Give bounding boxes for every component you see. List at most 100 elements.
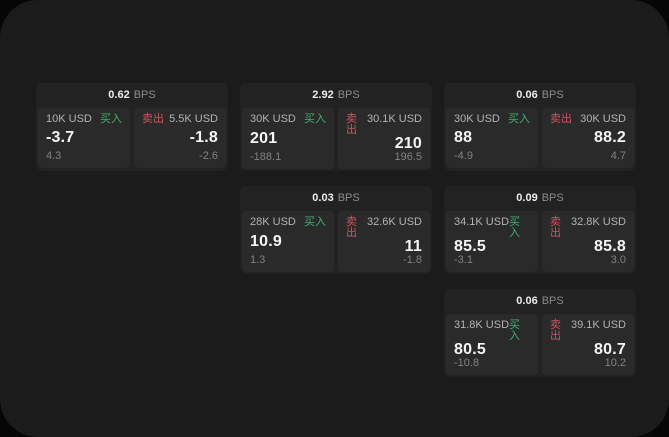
- buy-delta: -3.1: [454, 254, 473, 266]
- buy-delta: 1.3: [250, 254, 266, 266]
- sell-price: 210: [394, 135, 422, 152]
- sell-delta: 10.2: [604, 357, 626, 369]
- sell-tile-header: 卖出 30K USD: [550, 114, 626, 125]
- quote-card: 0.03 BPS 28K USD 买入 10.9 1.3 卖出 32.6K US…: [240, 186, 432, 274]
- buy-side-label: 买入: [508, 113, 530, 125]
- buy-amount: 30K USD: [454, 113, 500, 125]
- quote-card: 0.09 BPS 34.1K USD 买入 85.5 -3.1 卖出 32.8K…: [444, 186, 636, 274]
- quote-card: 0.62 BPS 10K USD 买入 -3.7 4.3 卖出 5.5K USD…: [36, 83, 228, 171]
- sell-side-label: 卖出: [346, 216, 357, 239]
- card-body: 30K USD 买入 88 -4.9 卖出 30K USD 88.2 4.7: [444, 108, 636, 171]
- sell-tile[interactable]: 卖出 32.6K USD 11 -1.8: [338, 211, 430, 272]
- buy-delta: -10.8: [454, 357, 480, 369]
- sell-price: 11: [404, 238, 422, 255]
- quote-card: 0.06 BPS 31.8K USD 买入 80.5 -10.8 卖出 39.1…: [444, 289, 636, 377]
- buy-tile[interactable]: 30K USD 买入 88 -4.9: [446, 108, 538, 168]
- buy-amount: 10K USD: [46, 113, 92, 125]
- buy-price: -3.7: [46, 129, 75, 146]
- card-header: 0.06 BPS: [444, 83, 636, 108]
- buy-price: 10.9: [250, 232, 282, 250]
- buy-amount: 34.1K USD: [454, 216, 510, 228]
- buy-side-label: 买入: [304, 216, 326, 228]
- sell-delta: 3.0: [610, 254, 626, 266]
- buy-tile[interactable]: 28K USD 买入 10.9 1.3: [242, 211, 334, 272]
- buy-tile-header: 31.8K USD 买入: [454, 320, 530, 342]
- sell-side-label: 卖出: [550, 216, 561, 239]
- sell-tile[interactable]: 卖出 39.1K USD 80.7 10.2: [542, 314, 634, 375]
- buy-amount: 28K USD: [250, 216, 296, 228]
- bps-value: 0.03: [312, 192, 334, 204]
- bps-unit-label: BPS: [133, 89, 156, 101]
- card-body: 31.8K USD 买入 80.5 -10.8 卖出 39.1K USD 80.…: [444, 314, 636, 378]
- sell-amount: 30.1K USD: [366, 113, 422, 125]
- quote-card: 2.92 BPS 30K USD 买入 201 -188.1 卖出 30.1K …: [240, 83, 432, 171]
- sell-price: -1.8: [189, 129, 218, 146]
- bps-value: 0.06: [516, 295, 538, 307]
- buy-side-label: 买入: [509, 216, 521, 239]
- sell-delta: 4.7: [610, 150, 626, 162]
- card-body: 10K USD 买入 -3.7 4.3 卖出 5.5K USD -1.8 -2.…: [36, 108, 228, 171]
- buy-tile-header: 28K USD 买入: [250, 217, 326, 228]
- buy-tile[interactable]: 31.8K USD 买入 80.5 -10.8: [446, 314, 538, 375]
- buy-tile[interactable]: 34.1K USD 买入 85.5 -3.1: [446, 211, 538, 272]
- sell-side-label: 卖出: [550, 113, 572, 125]
- card-body: 34.1K USD 买入 85.5 -3.1 卖出 32.8K USD 85.8…: [444, 211, 636, 275]
- sell-amount: 39.1K USD: [570, 319, 626, 331]
- buy-delta: 4.3: [46, 150, 62, 162]
- bps-unit-label: BPS: [337, 89, 360, 101]
- sell-tile-header: 卖出 32.8K USD: [550, 217, 626, 239]
- sell-tile-header: 卖出 39.1K USD: [550, 320, 626, 342]
- quote-card: 0.06 BPS 30K USD 买入 88 -4.9 卖出 30K USD 8…: [444, 83, 636, 171]
- buy-tile[interactable]: 30K USD 买入 201 -188.1: [242, 108, 334, 169]
- bps-unit-label: BPS: [541, 192, 564, 204]
- sell-tile-header: 卖出 32.6K USD: [346, 217, 422, 239]
- sell-tile[interactable]: 卖出 32.8K USD 85.8 3.0: [542, 211, 634, 272]
- sell-side-label: 卖出: [142, 113, 164, 125]
- sell-price: 80.7: [594, 341, 626, 358]
- buy-price: 201: [250, 129, 278, 147]
- card-header: 0.09 BPS: [444, 186, 636, 211]
- card-body: 28K USD 买入 10.9 1.3 卖出 32.6K USD 11 -1.8: [240, 211, 432, 275]
- sell-amount: 32.6K USD: [366, 216, 422, 228]
- buy-price: 88: [454, 129, 473, 146]
- buy-tile-header: 10K USD 买入: [46, 114, 122, 125]
- sell-amount: 30K USD: [580, 113, 626, 125]
- buy-side-label: 买入: [304, 113, 326, 125]
- buy-delta: -188.1: [250, 151, 282, 163]
- buy-tile-header: 30K USD 买入: [454, 114, 530, 125]
- buy-price: 85.5: [454, 238, 486, 255]
- bps-value: 0.62: [108, 89, 130, 101]
- sell-tile-header: 卖出 30.1K USD: [346, 114, 422, 136]
- buy-amount: 30K USD: [250, 113, 296, 125]
- buy-tile-header: 30K USD 买入: [250, 114, 326, 125]
- card-header: 0.03 BPS: [240, 186, 432, 211]
- bps-unit-label: BPS: [541, 295, 564, 307]
- sell-side-label: 卖出: [346, 113, 357, 136]
- card-header: 0.06 BPS: [444, 289, 636, 314]
- sell-price: 88.2: [594, 129, 626, 146]
- sell-tile[interactable]: 卖出 5.5K USD -1.8 -2.6: [134, 108, 226, 168]
- bps-value: 0.06: [516, 89, 538, 101]
- sell-tile-header: 卖出 5.5K USD: [142, 114, 218, 125]
- buy-amount: 31.8K USD: [454, 319, 510, 331]
- sell-tile[interactable]: 卖出 30.1K USD 210 196.5: [338, 108, 430, 169]
- sell-tile[interactable]: 卖出 30K USD 88.2 4.7: [542, 108, 634, 168]
- sell-side-label: 卖出: [550, 319, 561, 342]
- quote-grid: 0.62 BPS 10K USD 买入 -3.7 4.3 卖出 5.5K USD…: [36, 83, 636, 377]
- card-header: 2.92 BPS: [240, 83, 432, 108]
- sell-delta: -1.8: [403, 254, 422, 266]
- sell-amount: 32.8K USD: [570, 216, 626, 228]
- buy-side-label: 买入: [509, 319, 521, 342]
- sell-price: 85.8: [594, 238, 626, 255]
- sell-amount: 5.5K USD: [169, 113, 218, 125]
- card-header: 0.62 BPS: [36, 83, 228, 108]
- buy-tile[interactable]: 10K USD 买入 -3.7 4.3: [38, 108, 130, 168]
- bps-value: 0.09: [516, 192, 538, 204]
- buy-price: 80.5: [454, 341, 486, 358]
- card-body: 30K USD 买入 201 -188.1 卖出 30.1K USD 210 1…: [240, 108, 432, 172]
- bps-unit-label: BPS: [337, 192, 360, 204]
- bps-unit-label: BPS: [541, 89, 564, 101]
- buy-tile-header: 34.1K USD 买入: [454, 217, 530, 239]
